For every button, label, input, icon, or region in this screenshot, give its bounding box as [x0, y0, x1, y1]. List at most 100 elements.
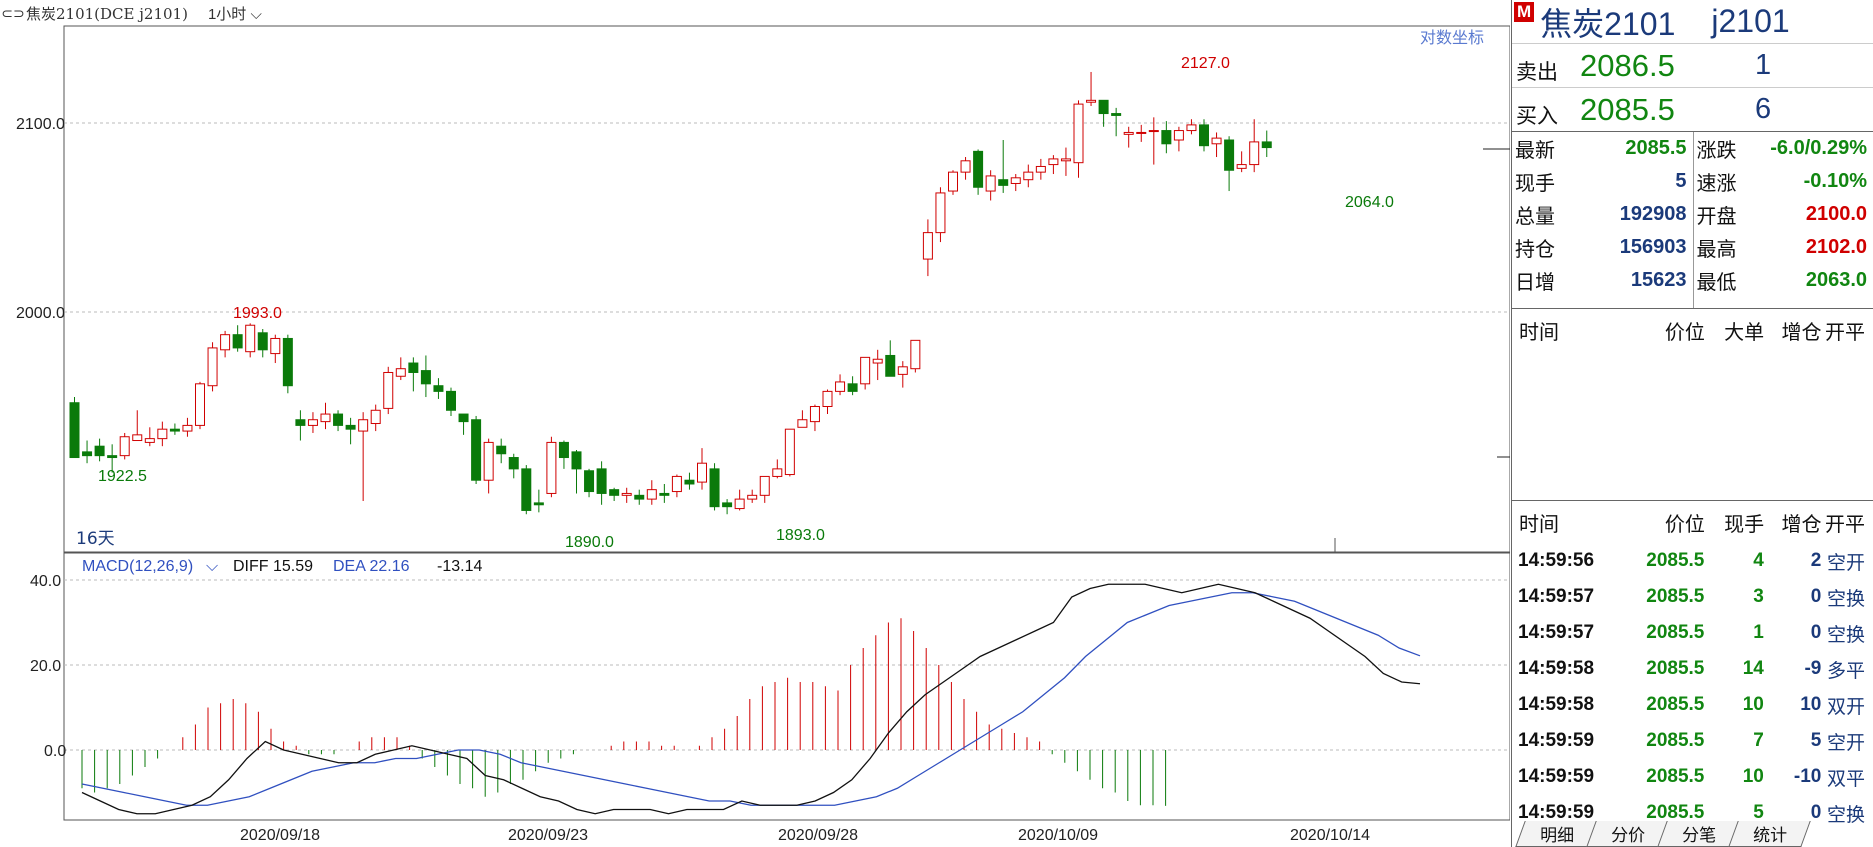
tab-price-dist[interactable]: 分价: [1586, 821, 1669, 847]
candle[interactable]: [307, 419, 318, 426]
candle[interactable]: [446, 390, 456, 411]
tick-list[interactable]: 14:59:56 2085.5 4 2 空开 14:59:57 2085.5 3 0 空换 14:5…: [1512, 543, 1873, 831]
candle[interactable]: [1111, 113, 1122, 116]
tab-stats[interactable]: 统计: [1728, 821, 1811, 847]
candle[interactable]: [1173, 130, 1184, 141]
candle[interactable]: [1199, 124, 1209, 147]
candle[interactable]: [885, 354, 896, 377]
candle[interactable]: [471, 419, 482, 481]
candle[interactable]: [747, 494, 758, 500]
candle[interactable]: [144, 438, 155, 443]
candle[interactable]: [621, 492, 632, 496]
candle[interactable]: [295, 419, 306, 426]
tab-ticks[interactable]: 分笔: [1657, 821, 1740, 847]
candle[interactable]: [383, 371, 394, 409]
candle[interactable]: [985, 175, 996, 192]
candle[interactable]: [847, 383, 858, 392]
candle[interactable]: [333, 413, 344, 426]
chevron-down-icon[interactable]: ⌵: [206, 558, 218, 575]
candle[interactable]: [270, 337, 281, 355]
candle[interactable]: [973, 150, 984, 188]
candle[interactable]: [784, 428, 795, 476]
candle[interactable]: [1136, 131, 1147, 134]
candle[interactable]: [596, 468, 607, 494]
candle[interactable]: [897, 366, 908, 375]
candle[interactable]: [860, 356, 871, 385]
candle[interactable]: [257, 332, 268, 351]
candle[interactable]: [496, 445, 507, 455]
tick-row[interactable]: 14:59:58 2085.5 14 -9 多平: [1512, 651, 1873, 687]
candle[interactable]: [558, 441, 569, 459]
candle[interactable]: [1211, 137, 1222, 145]
candle[interactable]: [835, 381, 846, 392]
candle[interactable]: [232, 334, 243, 349]
candle[interactable]: [1186, 124, 1197, 132]
candle[interactable]: [1236, 164, 1247, 169]
candle[interactable]: [94, 445, 105, 457]
candle[interactable]: [1261, 141, 1272, 149]
candle[interactable]: [1098, 99, 1109, 115]
period-dropdown[interactable]: 1小时 ⌵: [208, 3, 262, 24]
candle[interactable]: [220, 334, 231, 351]
candle[interactable]: [169, 428, 180, 432]
candle[interactable]: [1123, 131, 1134, 135]
candle[interactable]: [157, 428, 168, 440]
candle[interactable]: [345, 424, 356, 430]
link-icon[interactable]: ⊂⊃: [1, 4, 25, 21]
candle[interactable]: [1035, 165, 1046, 173]
candle[interactable]: [759, 475, 770, 496]
candle[interactable]: [182, 424, 193, 432]
candle[interactable]: [282, 337, 293, 387]
candle[interactable]: [646, 489, 657, 500]
candle[interactable]: [508, 457, 519, 470]
candle[interactable]: [82, 451, 93, 457]
candle[interactable]: [533, 502, 544, 506]
candle[interactable]: [1086, 99, 1097, 103]
candle[interactable]: [395, 368, 406, 377]
candle[interactable]: [922, 232, 933, 260]
candle[interactable]: [420, 370, 431, 385]
candle[interactable]: [1148, 130, 1159, 133]
candle[interactable]: [910, 339, 921, 370]
candle[interactable]: [320, 413, 331, 423]
candle[interactable]: [207, 347, 218, 387]
candle[interactable]: [948, 171, 958, 192]
candle[interactable]: [1224, 139, 1235, 171]
candle[interactable]: [1010, 177, 1021, 184]
candle[interactable]: [998, 179, 1009, 186]
candle[interactable]: [797, 419, 808, 428]
candle[interactable]: [245, 324, 256, 353]
candle[interactable]: [584, 470, 595, 493]
candle[interactable]: [709, 468, 720, 508]
macd-dropdown[interactable]: MACD(12,26,9): [82, 558, 193, 575]
candle[interactable]: [609, 489, 620, 496]
candle[interactable]: [684, 479, 695, 485]
candle[interactable]: [1048, 158, 1059, 166]
tick-row[interactable]: 14:59:56 2085.5 4 2 空开: [1512, 543, 1873, 579]
candle[interactable]: [483, 441, 494, 481]
candle[interactable]: [107, 455, 118, 459]
tick-row[interactable]: 14:59:58 2085.5 10 10 双开: [1512, 687, 1873, 723]
candle[interactable]: [433, 385, 444, 392]
candle[interactable]: [960, 160, 971, 173]
candle[interactable]: [521, 468, 532, 511]
candle[interactable]: [1023, 171, 1034, 181]
candle[interactable]: [822, 390, 833, 408]
candle[interactable]: [195, 383, 205, 426]
candle[interactable]: [119, 436, 130, 457]
bid-price[interactable]: 2085.5: [1580, 91, 1675, 127]
candle[interactable]: [734, 498, 745, 510]
candle[interactable]: [697, 462, 707, 483]
tick-row[interactable]: 14:59:59 2085.5 7 5 空开: [1512, 723, 1873, 759]
tick-row[interactable]: 14:59:59 2085.5 5 0 空换: [1512, 795, 1873, 831]
candle[interactable]: [634, 494, 645, 500]
candle[interactable]: [1060, 158, 1071, 162]
tab-detail[interactable]: 明细: [1515, 821, 1598, 847]
candle[interactable]: [935, 192, 946, 234]
kline-chart[interactable]: 2100.0 2000.0 对数坐标 16天 1993.0 1922.5 189…: [0, 0, 1510, 847]
ask-price[interactable]: 2086.5: [1580, 47, 1675, 83]
tick-row[interactable]: 14:59:57 2085.5 3 0 空换: [1512, 579, 1873, 615]
candle[interactable]: [722, 502, 733, 508]
tick-row[interactable]: 14:59:59 2085.5 10 -10 双平: [1512, 759, 1873, 795]
candle[interactable]: [809, 406, 820, 423]
